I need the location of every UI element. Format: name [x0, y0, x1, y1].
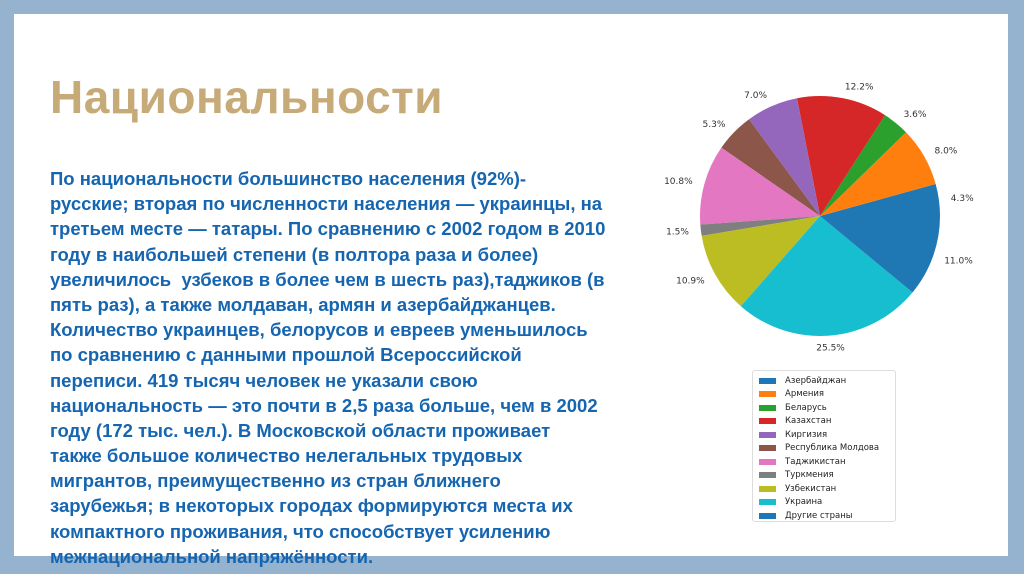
pie-slice-0 — [820, 184, 940, 216]
pie-slice-9 — [740, 216, 913, 337]
body-line: третьем месте — татары. По сравнению с 2… — [50, 218, 606, 240]
legend-item: Азербайджан — [753, 374, 895, 388]
legend-item: Узбекистан — [753, 482, 895, 496]
slice-label: 4.3% — [951, 194, 974, 204]
slice-label: 25.5% — [816, 344, 845, 354]
legend-item: Республика Молдова — [753, 442, 895, 456]
legend-label: Туркмения — [785, 470, 834, 481]
body-line: году в наибольшей степени (в полтора раз… — [50, 243, 539, 265]
pie-slice-5 — [721, 119, 820, 216]
legend-label: Азербайджан — [785, 375, 847, 386]
body-line: по сравнению с данными прошлой Всероссий… — [50, 344, 522, 366]
legend-label: Другие страны — [785, 510, 853, 521]
pie-slice-1 — [820, 132, 936, 216]
body-line: межнациональной напряжённости. — [50, 545, 374, 567]
slice-label: 8.0% — [934, 146, 957, 156]
slice-label: 10.8% — [664, 177, 693, 187]
pie-slice-6 — [700, 147, 820, 225]
body-line: По национальности большинство населения … — [50, 168, 527, 189]
legend-swatch — [759, 431, 776, 438]
legend-label: Казахстан — [785, 416, 832, 427]
legend-label: Киргизия — [785, 429, 828, 440]
body-line: также большое количество нелегальных тру… — [50, 445, 523, 467]
legend-swatch — [759, 499, 776, 506]
slice-label: 12.2% — [845, 82, 874, 92]
legend-item: Таджикистан — [753, 455, 895, 469]
slice-label: 3.6% — [904, 110, 927, 120]
legend-item: Украина — [753, 496, 895, 510]
body-line: национальность — это почти в 2,5 раза бо… — [50, 394, 598, 416]
slice-label: 11.0% — [944, 257, 973, 267]
legend-swatch — [759, 458, 776, 465]
legend-swatch — [759, 512, 776, 519]
legend-item: Туркмения — [753, 469, 895, 483]
pie-slice-7 — [700, 216, 820, 236]
body-line: зарубежья; в некоторых городах формируют… — [50, 495, 573, 517]
slide-title: Национальности — [50, 71, 443, 123]
legend-label: Республика Молдова — [785, 443, 880, 454]
body-line: переписи. 419 тысяч человек не указали с… — [50, 369, 478, 391]
body-line: пять раз), а также молдаван, армян и азе… — [50, 293, 556, 315]
body-text: По национальности большинство населения … — [50, 166, 605, 569]
legend-swatch — [759, 472, 776, 479]
legend-item: Другие страны — [753, 509, 895, 523]
body-line: году (172 тыс. чел.). В Московской облас… — [50, 419, 551, 441]
pie-slice-3 — [796, 96, 886, 216]
legend-swatch — [759, 445, 776, 452]
body-line: Количество украинцев, белорусов и евреев… — [50, 319, 588, 341]
pie-slice-8 — [701, 216, 820, 307]
legend-item: Армения — [753, 388, 895, 402]
pie-slice-10 — [820, 216, 940, 293]
legend-label: Таджикистан — [785, 456, 846, 467]
body-line: русские; вторая по численности населения… — [50, 193, 603, 215]
pie-slice-4 — [749, 98, 820, 216]
body-line: компактного проживания, что способствует… — [50, 520, 551, 542]
body-line: увеличилось узбеков в более чем в шесть … — [50, 268, 605, 290]
legend-item: Казахстан — [753, 415, 895, 429]
chart-legend: Азербайджан Армения Беларусь Казахстан Кирги… — [752, 370, 896, 522]
legend-item: Киргизия — [753, 428, 895, 442]
legend-label: Узбекистан — [785, 483, 837, 494]
legend-swatch — [759, 404, 776, 411]
legend-swatch — [759, 377, 776, 384]
slice-label: 5.3% — [703, 120, 726, 130]
legend-swatch — [759, 418, 776, 425]
legend-label: Беларусь — [785, 402, 827, 413]
pie-slice-2 — [820, 115, 906, 216]
slice-label: 7.0% — [744, 91, 767, 101]
legend-swatch — [759, 485, 776, 492]
legend-item: Беларусь — [753, 401, 895, 415]
body-line: мигрантов, преимущественно из стран ближ… — [50, 470, 501, 492]
slice-label: 10.9% — [676, 276, 705, 286]
legend-swatch — [759, 391, 776, 398]
legend-label: Армения — [785, 389, 825, 400]
legend-label: Украина — [785, 497, 823, 508]
slice-label: 1.5% — [666, 228, 689, 238]
